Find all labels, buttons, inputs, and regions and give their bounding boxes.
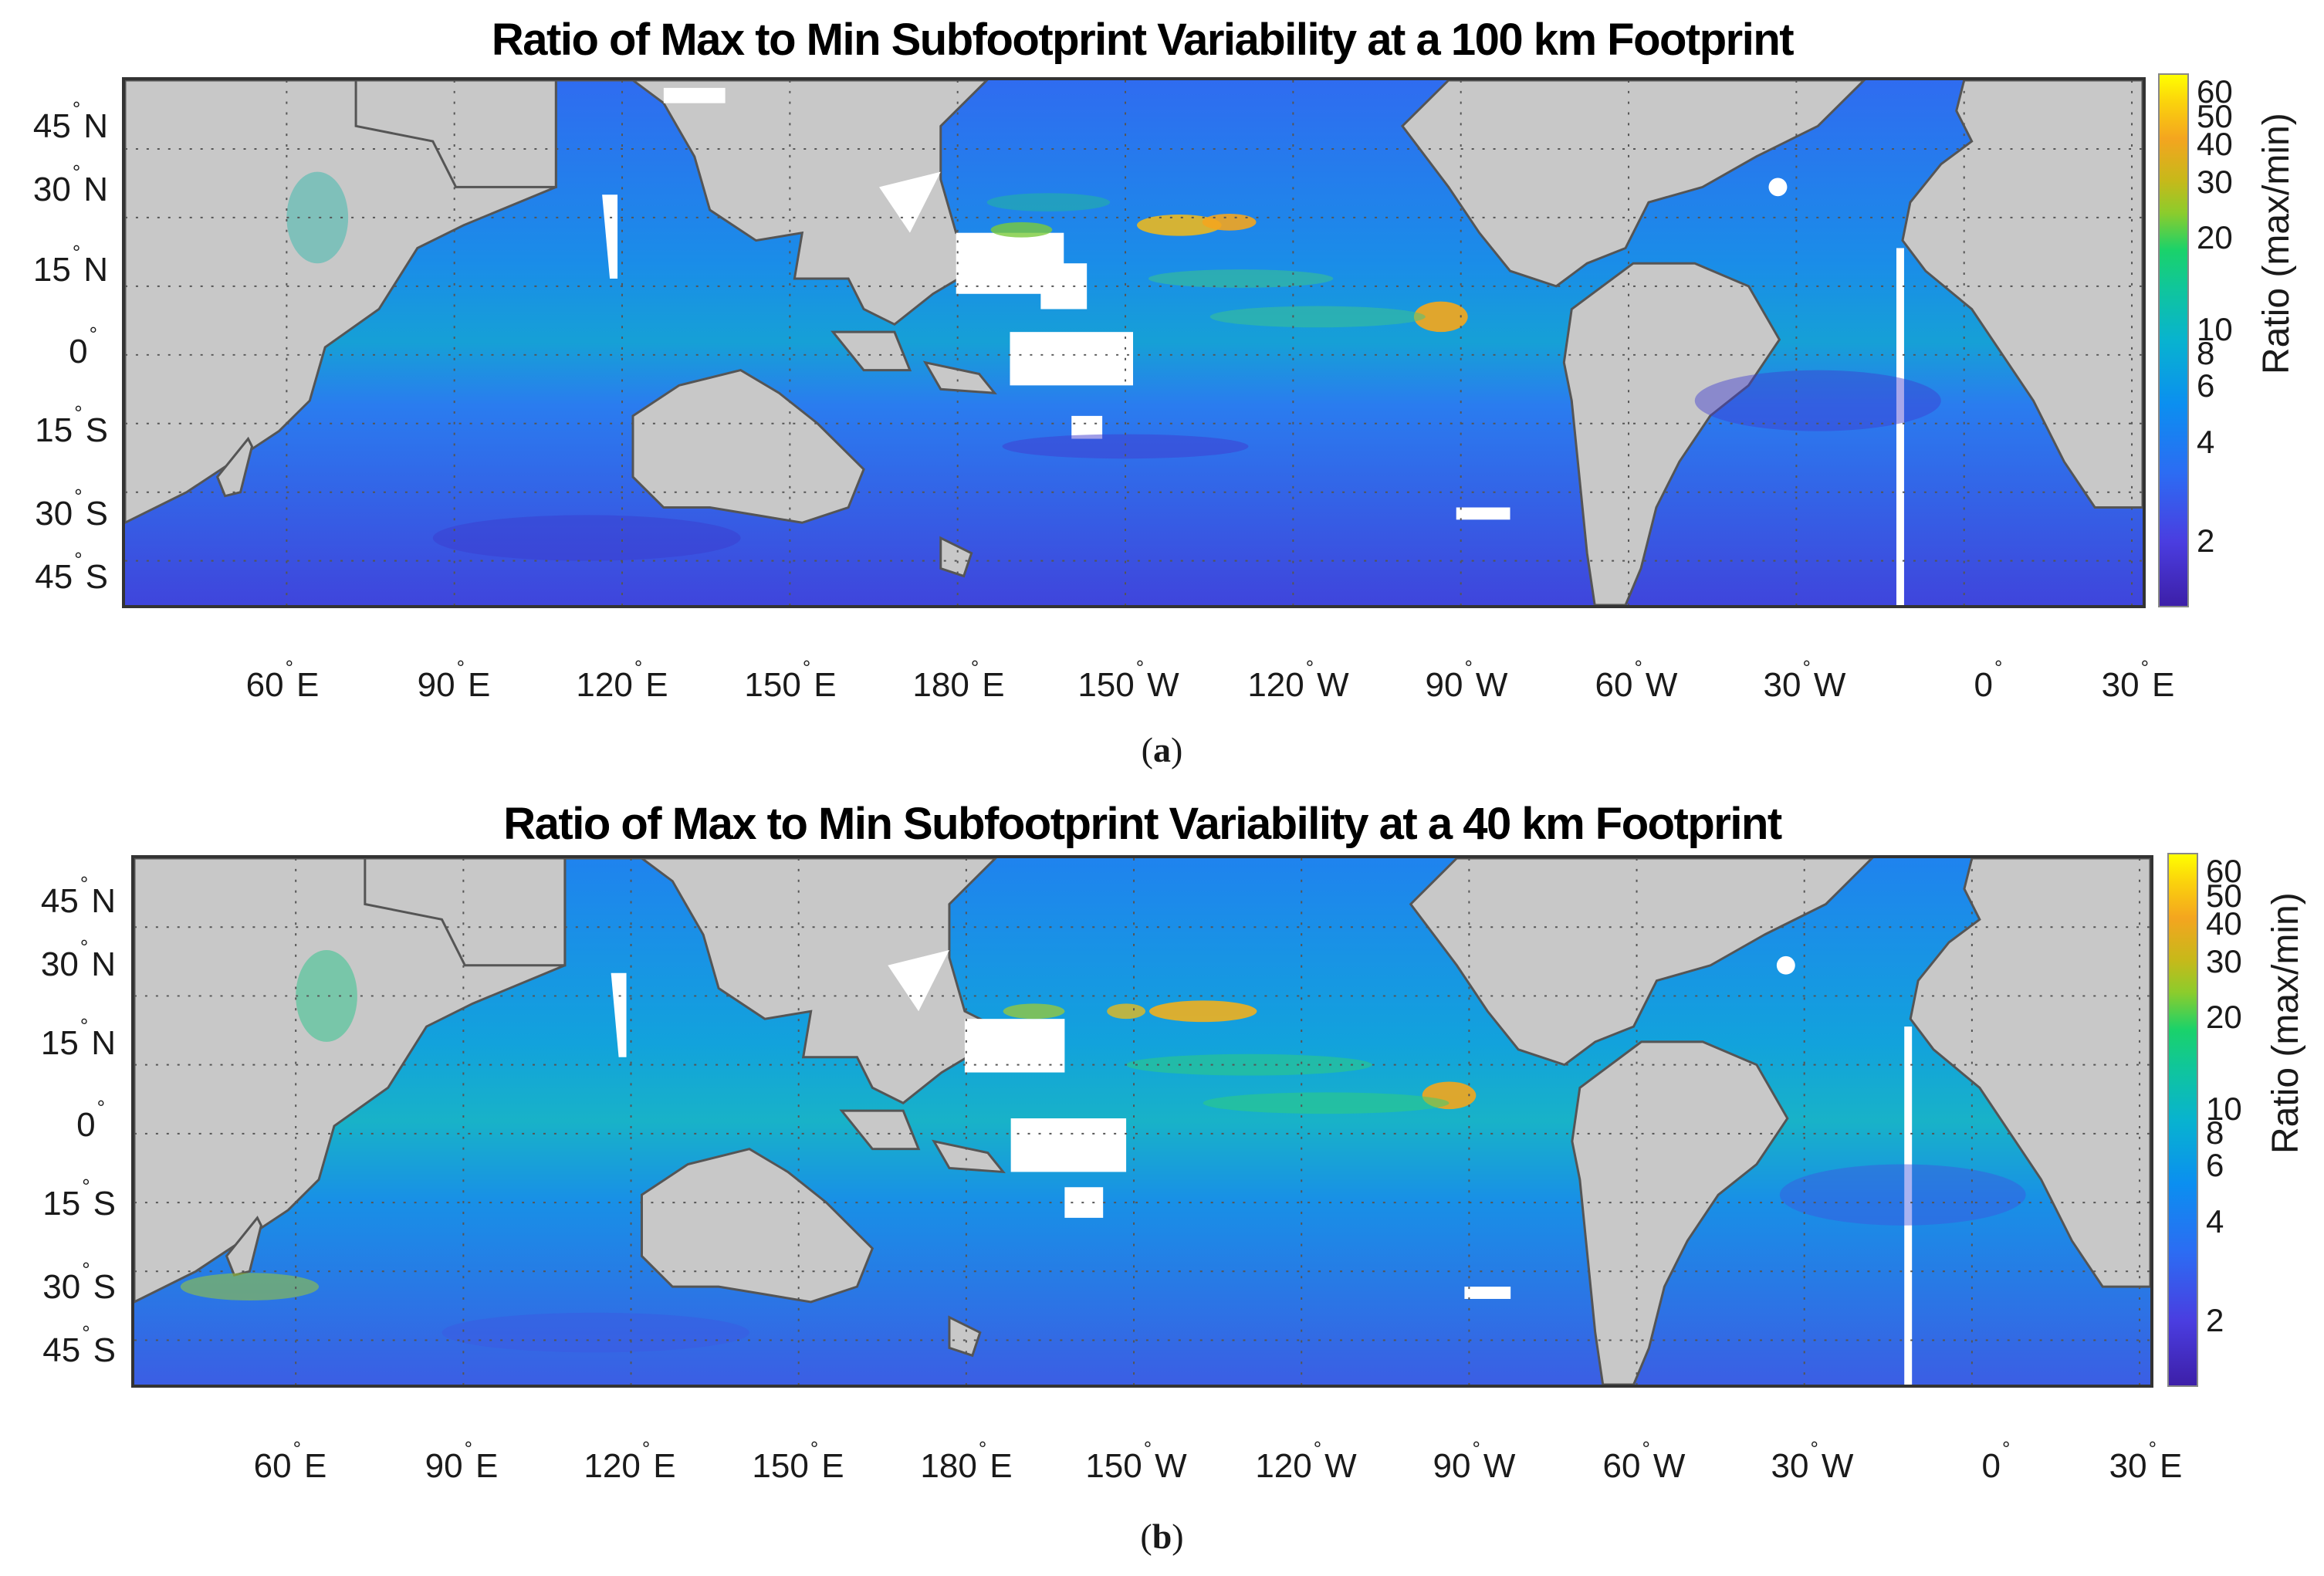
y-tick-15s: 15°S — [35, 401, 108, 449]
x-tick-150w: 150°W — [1077, 656, 1179, 704]
cb-tick-50: 50 — [2206, 878, 2242, 914]
y-tick-15n: 15°N — [32, 241, 108, 289]
cb-tick-4: 4 — [2197, 424, 2215, 460]
x-tick-90w: 90°W — [1425, 656, 1508, 704]
panel-b-heatmap — [134, 858, 2150, 1385]
panel-b-colorbar — [2167, 853, 2198, 1387]
x-tick-90e: 90°E — [417, 656, 491, 704]
x-tick-30e: 30°E — [2109, 1437, 2183, 1485]
cb-tick-4: 4 — [2206, 1203, 2224, 1239]
y-tick-45s: 45°S — [35, 548, 108, 596]
x-tick-60e: 60°E — [253, 1437, 327, 1485]
cb-tick-6: 6 — [2197, 367, 2215, 404]
panel-a: Ratio of Max to Min Subfootprint Variabi… — [0, 0, 2324, 787]
panel-b-map — [131, 855, 2153, 1388]
panel-b-colorbar-label: Ratio (max/min) — [2265, 892, 2306, 1154]
y-tick-30s: 30°S — [42, 1258, 116, 1306]
x-tick-90e: 90°E — [425, 1437, 499, 1485]
panel-a-heatmap — [125, 80, 2143, 605]
cb-tick-2: 2 — [2197, 523, 2215, 559]
panel-b-caption: (b) — [1140, 1517, 1184, 1556]
y-tick-45n: 45°N — [40, 872, 116, 920]
x-tick-60w: 60°W — [1602, 1437, 1686, 1485]
y-tick-0: 0° — [76, 1096, 105, 1144]
cb-tick-30: 30 — [2197, 164, 2233, 200]
x-tick-30w: 30°W — [1763, 656, 1846, 704]
x-tick-150e: 150°E — [744, 656, 837, 704]
cb-tick-30: 30 — [2206, 943, 2242, 979]
cb-tick-60: 60 — [2197, 73, 2233, 110]
cb-tick-20: 20 — [2206, 999, 2242, 1035]
cb-tick-40: 40 — [2197, 126, 2233, 162]
cb-tick-20: 20 — [2197, 219, 2233, 255]
y-tick-30s: 30°S — [35, 485, 108, 533]
panel-a-map — [122, 77, 2146, 608]
x-tick-0: 0° — [1981, 1437, 2011, 1485]
panel-a-colorbar — [2158, 73, 2189, 607]
graticule — [134, 858, 2150, 1385]
x-tick-120w: 120°W — [1255, 1437, 1357, 1485]
y-tick-15s: 15°S — [42, 1175, 116, 1223]
x-tick-0: 0° — [1974, 656, 2003, 704]
x-tick-90w: 90°W — [1433, 1437, 1516, 1485]
y-tick-15n: 15°N — [40, 1014, 116, 1062]
y-tick-30n: 30°N — [32, 161, 108, 208]
x-tick-60w: 60°W — [1595, 656, 1678, 704]
hotspots — [286, 171, 1941, 561]
cb-tick-10: 10 — [2206, 1091, 2242, 1127]
panel-a-colorbar-label: Ratio (max/min) — [2256, 113, 2297, 374]
land-mask — [134, 858, 2150, 1385]
missing-data — [611, 949, 1913, 1385]
x-tick-120e: 120°E — [576, 656, 668, 704]
x-tick-30e: 30°E — [2101, 656, 2175, 704]
cb-tick-8: 8 — [2197, 335, 2215, 371]
cb-tick-60: 60 — [2206, 853, 2242, 889]
x-tick-30w: 30°W — [1771, 1437, 1854, 1485]
panel-a-title: Ratio of Max to Min Subfootprint Variabi… — [491, 15, 1795, 65]
x-tick-60e: 60°E — [245, 656, 320, 704]
cb-tick-2: 2 — [2206, 1302, 2224, 1338]
y-tick-30n: 30°N — [40, 935, 116, 983]
x-tick-180e: 180°E — [912, 656, 1005, 704]
x-tick-120w: 120°W — [1247, 656, 1349, 704]
cb-tick-50: 50 — [2197, 98, 2233, 134]
cb-tick-10: 10 — [2197, 311, 2233, 347]
y-tick-45n: 45°N — [32, 97, 108, 145]
y-tick-0: 0° — [69, 323, 97, 370]
x-tick-150w: 150°W — [1085, 1437, 1187, 1485]
cb-tick-40: 40 — [2206, 905, 2242, 942]
hotspots — [180, 949, 2026, 1353]
y-tick-45s: 45°S — [42, 1321, 116, 1369]
panel-b-title: Ratio of Max to Min Subfootprint Variabi… — [503, 799, 1782, 849]
x-tick-120e: 120°E — [584, 1437, 676, 1485]
panel-b: Ratio of Max to Min Subfootprint Variabi… — [0, 781, 2324, 1576]
land-mask — [125, 80, 2143, 605]
x-tick-180e: 180°E — [920, 1437, 1013, 1485]
cb-tick-8: 8 — [2206, 1114, 2224, 1151]
panel-a-caption: (a) — [1141, 730, 1183, 769]
x-tick-150e: 150°E — [752, 1437, 844, 1485]
cb-tick-6: 6 — [2206, 1147, 2224, 1183]
